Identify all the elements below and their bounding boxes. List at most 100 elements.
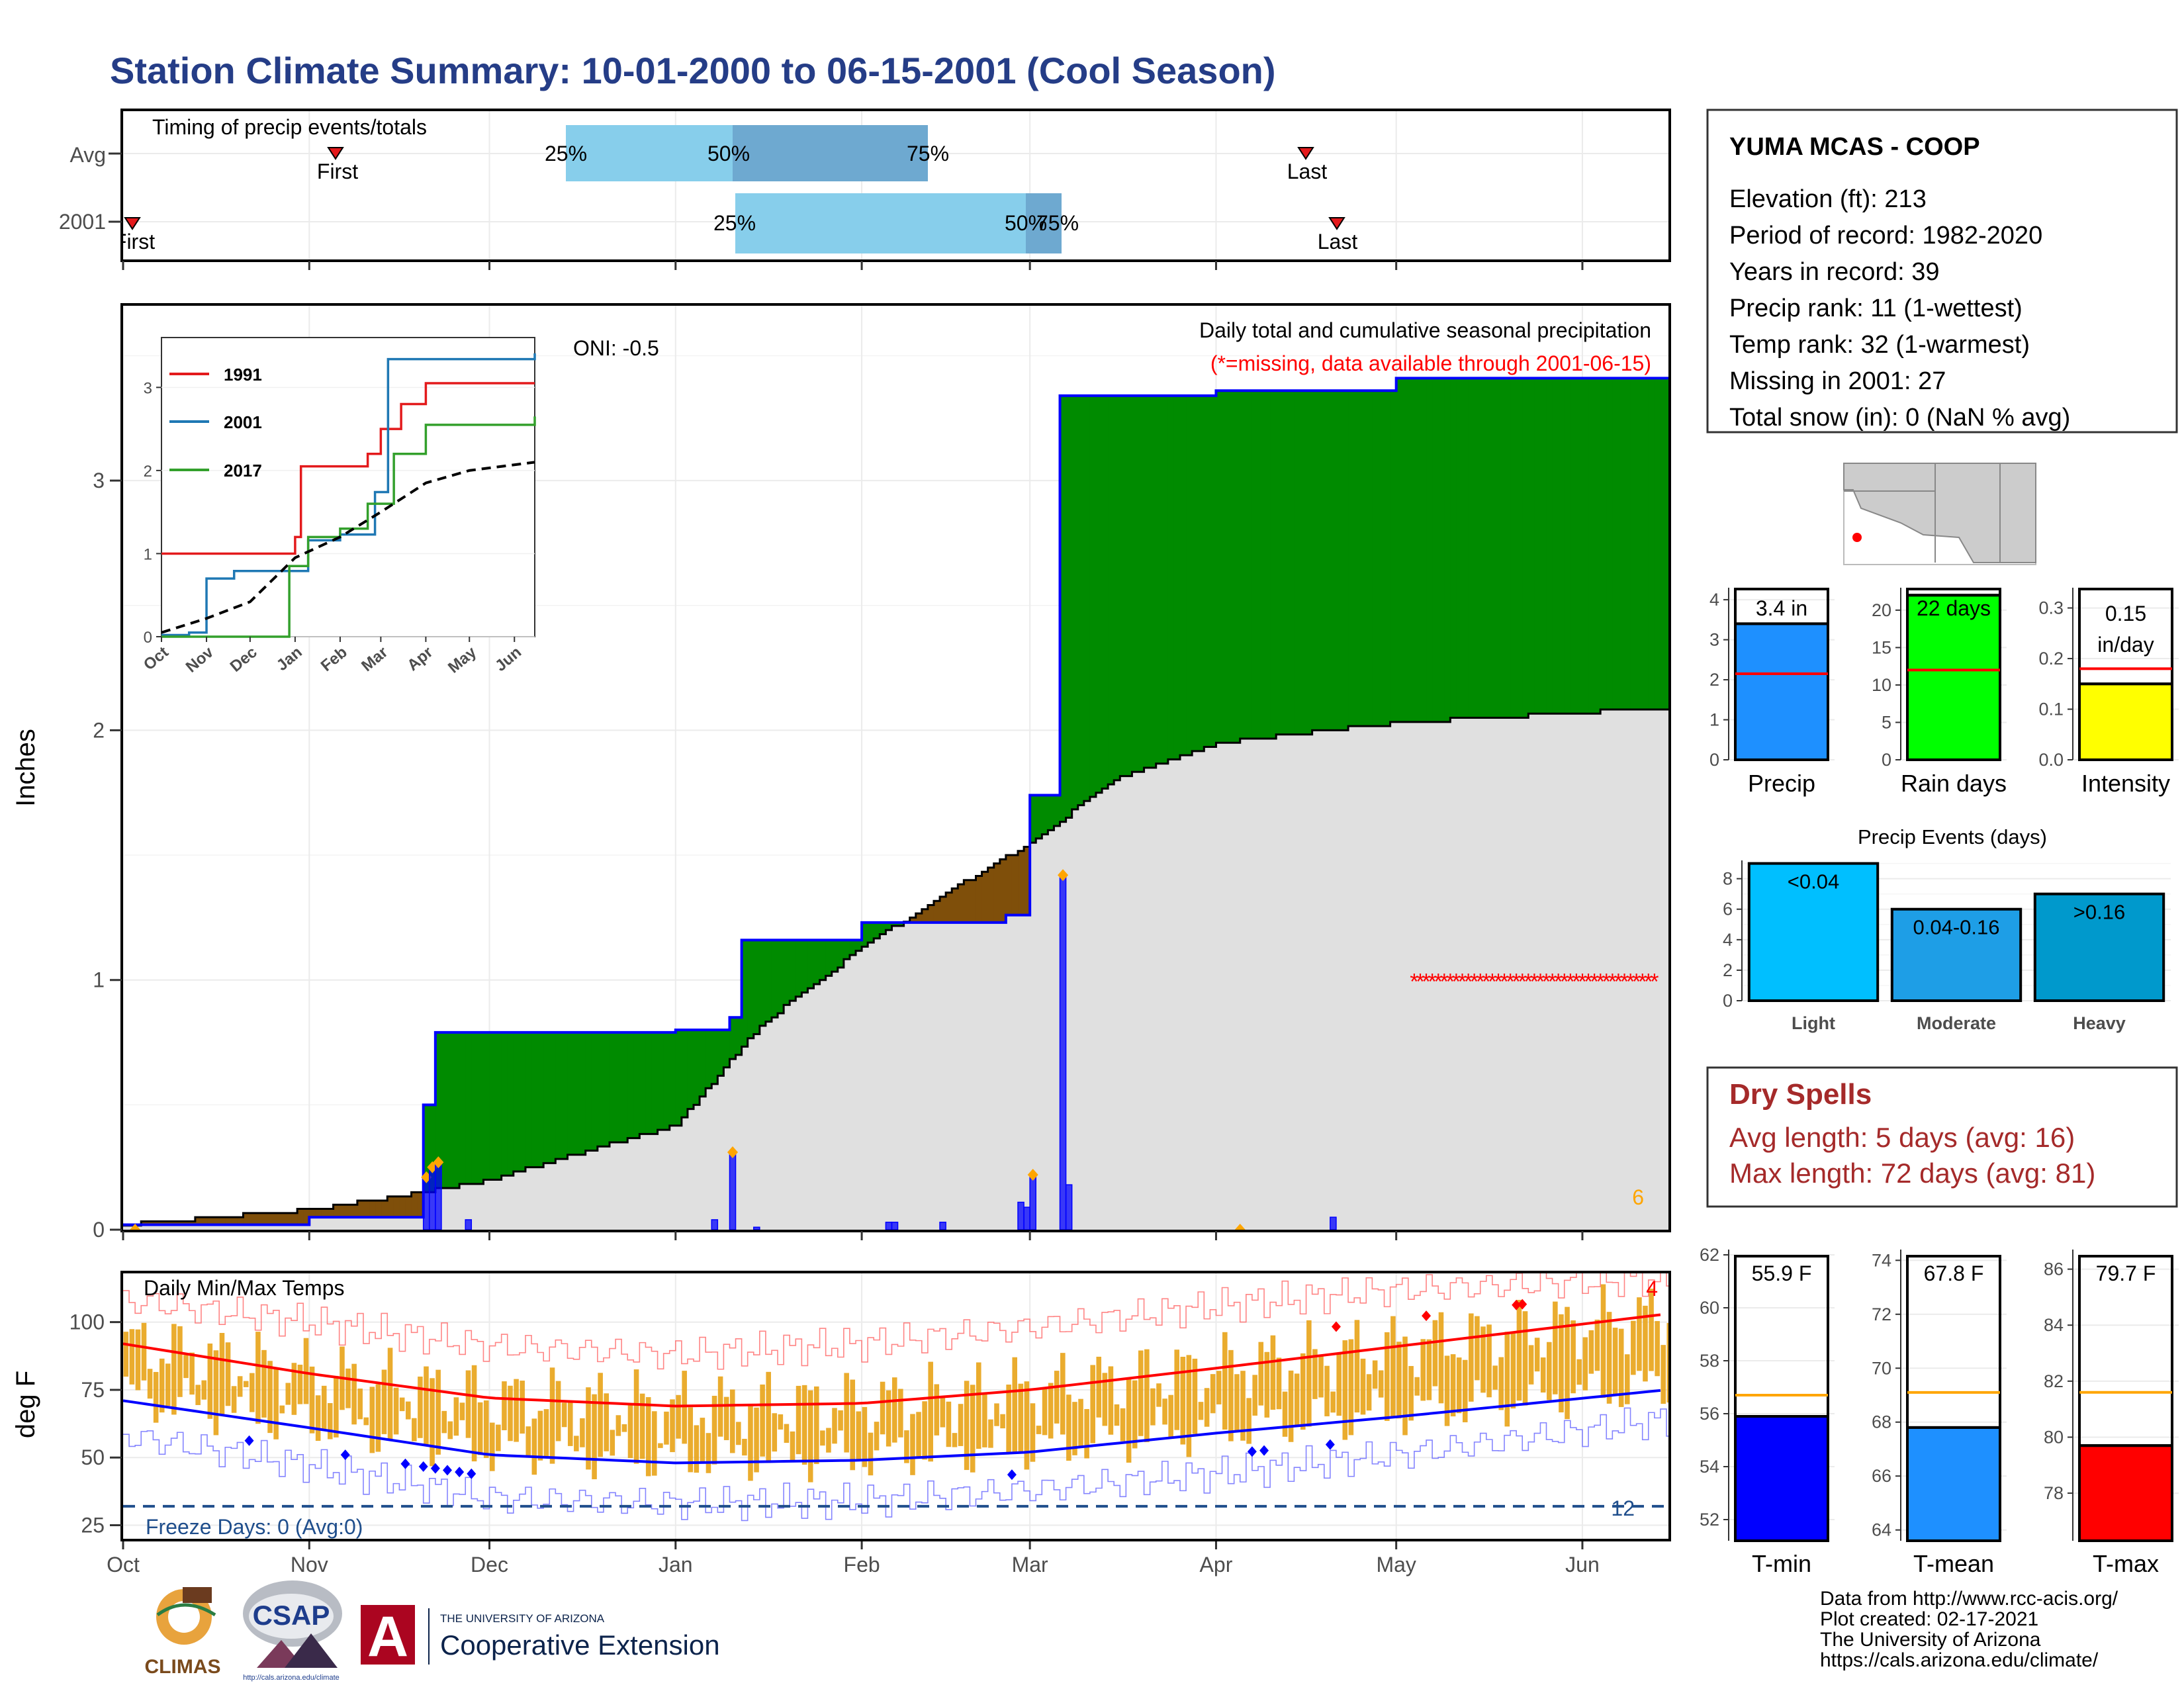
daily-temp-range-bar: [1444, 1355, 1450, 1426]
surplus-band: [603, 1032, 610, 1147]
daily-temp-range-bar: [1643, 1305, 1648, 1382]
yr-q50-q75-bar: [1026, 193, 1062, 253]
summary-unit-label: in/day: [2097, 633, 2154, 657]
daily-temp-range-bar: [801, 1385, 807, 1465]
station-line-4: Temp rank: 32 (1-warmest): [1729, 331, 2030, 359]
surplus-band: [717, 1030, 724, 1076]
deficit-band: [909, 917, 917, 923]
average-min-line: [123, 1389, 1661, 1465]
temp-title: Daily Min/Max Temps: [144, 1276, 344, 1300]
surplus-band: [633, 1032, 640, 1138]
daily-temp-range-bar: [555, 1381, 561, 1441]
daily-temp-range-bar: [807, 1390, 813, 1483]
average-cumulative-area: [123, 709, 1668, 1230]
deficit-band: [927, 905, 934, 923]
daily-temp-range-bar: [1414, 1377, 1420, 1396]
ua-logo-glyph: A: [367, 1605, 408, 1668]
missing-day-marker: *: [1518, 970, 1527, 995]
deficit-band: [993, 863, 1001, 923]
temp-summary-t-mean: 64 66 68 70 72 74 67.8 F T-mean: [1872, 1250, 2007, 1577]
deficit-band: [285, 1212, 292, 1225]
temp-summary-y-tick-label: 66: [1872, 1466, 1891, 1486]
daily-temp-range-bar: [387, 1348, 393, 1440]
deficit-band: [279, 1212, 286, 1225]
daily-temp-range-bar: [1360, 1358, 1366, 1415]
daily-temp-range-bar: [381, 1369, 387, 1434]
surplus-band: [856, 940, 862, 951]
daily-temp-range-bar: [1060, 1353, 1066, 1435]
summary-bar-intensity: 0.0 0.1 0.2 0.3 0.15 in/day Intensity: [2038, 588, 2179, 797]
surplus-band: [1606, 378, 1613, 709]
events-bar-label: 0.04-0.16: [1913, 916, 2000, 939]
surplus-band: [1348, 390, 1355, 727]
daily-record-marker: [433, 1156, 444, 1169]
daily-temp-range-bar: [1661, 1345, 1666, 1404]
deficit-band: [219, 1217, 226, 1225]
daily-temp-range-bar: [1666, 1322, 1668, 1403]
daily-temp-range-bar: [237, 1376, 243, 1397]
surplus-band: [1648, 378, 1655, 709]
csap-logo-text: CSAP: [253, 1600, 330, 1631]
daily-temp-range-bar: [1486, 1324, 1492, 1398]
daily-temp-range-bar: [621, 1424, 627, 1432]
surplus-band: [681, 1030, 688, 1118]
surplus-band: [1150, 395, 1157, 768]
summary-y-tick-label: 3: [1709, 630, 1719, 650]
surplus-band: [1396, 378, 1403, 722]
inset-y-tick-label: 0: [144, 629, 152, 647]
surplus-band: [501, 1032, 508, 1176]
surplus-band: [831, 940, 839, 972]
deficit-band: [309, 1209, 316, 1218]
yr-last-label: Last: [1318, 230, 1358, 253]
surplus-band: [1666, 378, 1668, 709]
surplus-band: [1510, 378, 1517, 718]
ua-extension-text: Cooperative Extension: [440, 1629, 720, 1661]
daily-temp-range-bar: [1510, 1333, 1516, 1409]
surplus-band: [1204, 395, 1210, 747]
surplus-band: [561, 1032, 569, 1160]
surplus-band: [1071, 395, 1079, 809]
daily-temp-range-bar: [1631, 1320, 1636, 1375]
missing-day-marker: *: [1524, 970, 1533, 995]
daily-temp-range-bar: [1108, 1366, 1114, 1435]
surplus-band: [1030, 795, 1036, 843]
avg-first-marker: [327, 147, 344, 160]
daily-temp-range-bar: [1012, 1357, 1018, 1454]
surplus-band: [1468, 378, 1475, 718]
summary-category-label: Intensity: [2081, 770, 2170, 797]
precip-panel: ****************************************…: [11, 303, 1671, 1242]
temp-summary-y-tick-label: 54: [1700, 1457, 1719, 1477]
surplus-band: [627, 1032, 634, 1138]
avg-q25-q50-bar: [566, 125, 733, 181]
daily-temp-range-bar: [141, 1322, 147, 1381]
missing-day-marker: *: [1422, 970, 1430, 995]
missing-day-marker: *: [1572, 970, 1580, 995]
daily-temp-range-bar: [574, 1436, 579, 1451]
record-high-marker: [1331, 1321, 1341, 1332]
daily-temp-range-bar: [424, 1366, 429, 1445]
daily-temp-range-bar: [471, 1365, 477, 1462]
deficit-band: [213, 1217, 220, 1225]
precip-y-axis: 0 1 2 3: [93, 469, 122, 1242]
surplus-band: [1282, 390, 1289, 735]
missing-day-marker: *: [1476, 970, 1484, 995]
surplus-band: [1462, 378, 1469, 718]
daily-temp-range-bar: [375, 1384, 381, 1452]
temp-y-tick-label: 100: [69, 1310, 105, 1334]
daily-temp-range-bar: [850, 1379, 856, 1471]
deficit-band: [327, 1209, 334, 1218]
daily-temp-range-bar: [297, 1364, 303, 1404]
surplus-band: [513, 1032, 520, 1171]
surplus-band: [849, 940, 856, 955]
surplus-band: [1300, 390, 1307, 735]
surplus-band: [1582, 378, 1589, 714]
daily-temp-range-bar: [922, 1401, 927, 1460]
daily-temp-range-bar: [1498, 1357, 1504, 1410]
surplus-band: [862, 922, 868, 947]
daily-temp-range-bar: [1054, 1371, 1060, 1424]
daily-temp-range-bar: [453, 1397, 459, 1436]
missing-day-marker: *: [1452, 970, 1461, 995]
surplus-band: [1120, 395, 1126, 776]
daily-temp-range-bar: [1204, 1388, 1210, 1427]
